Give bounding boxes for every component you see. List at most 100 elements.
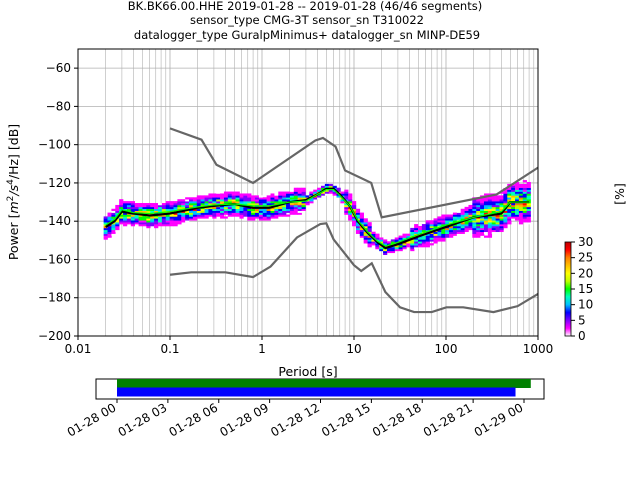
pdf-cell [522,199,527,202]
pdf-cell [130,201,135,204]
pdf-cell [157,204,163,208]
pdf-cell [487,222,493,225]
pdf-cell [499,195,504,198]
pdf-cell [200,199,205,202]
pdf-cell [231,212,236,215]
pdf-cell [421,225,427,229]
pdf-cell [507,222,512,225]
pdf-cell [518,206,524,210]
pdf-cell [196,216,201,219]
pdf-cell [324,191,330,194]
pdf-cell [363,220,368,223]
pdf-cell [223,201,229,204]
pdf-cell [495,218,500,221]
pdf-cell [297,212,302,215]
pdf-cell [429,237,434,240]
pdf-cell [200,212,205,215]
pdf-cell [468,204,473,208]
pdf-cell [282,201,287,204]
pdf-cell [270,203,275,206]
pdf-cell [146,220,151,223]
pdf-cell [227,210,233,213]
pdf-cell [476,233,481,236]
pdf-cell [251,210,256,213]
pdf-cell [262,216,267,219]
pdf-cell [231,204,236,208]
pdf-cell [410,243,415,246]
pdf-cell [328,183,333,187]
pdf-cell [289,204,295,208]
pdf-cell [526,195,531,198]
pdf-cell [262,218,267,221]
colorbar-tick-label: 25 [578,251,593,265]
pdf-cell [456,225,461,229]
colorbar-tick-label: 15 [578,282,593,296]
pdf-cell [309,191,314,194]
y-tick-label: −100 [38,138,71,152]
pdf-cell [142,204,147,208]
pdf-cell [495,206,500,210]
pdf-cell [157,206,163,210]
pdf-cell [274,212,279,215]
pdf-cell [185,220,190,223]
pdf-cell [212,212,217,215]
pdf-cell [468,220,473,223]
pdf-cell [286,208,291,211]
pdf-cell [355,231,361,234]
pdf-cell [142,222,147,225]
pdf-cell [282,212,287,215]
pdf-cell [216,201,221,204]
pdf-cell [526,218,531,221]
pdf-cell [185,201,190,204]
colorbar-tick-label: 10 [578,298,593,312]
pdf-cell [181,220,186,223]
pdf-cell [126,203,132,206]
pdf-cell [483,210,489,213]
pdf-cell [138,218,143,221]
pdf-cell [487,218,493,221]
pdf-cell [487,231,493,234]
pdf-cell [146,208,151,211]
pdf-cell [200,216,205,219]
pdf-cell [103,231,108,234]
pdf-cell [270,193,275,196]
pdf-cell [247,210,252,213]
pdf-cell [297,204,302,208]
pdf-cell [402,243,407,246]
pdf-cell [445,229,450,233]
pdf-cell [200,203,205,206]
pdf-cell [441,233,446,236]
pdf-cell [150,216,155,219]
pdf-cell [185,197,190,200]
pdf-cell [363,241,368,244]
pdf-cell [220,199,225,202]
pdf-cell [472,206,477,210]
pdf-cell [355,214,361,217]
pdf-cell [522,212,527,215]
pdf-cell [115,222,120,225]
pdf-cell [282,210,287,213]
pdf-cell [518,183,524,187]
pdf-cell [515,195,520,198]
pdf-cell [286,195,291,198]
pdf-cell [216,206,221,210]
pdf-cell [317,197,322,200]
pdf-cell [119,206,124,210]
pdf-cell [476,208,481,211]
pdf-cell [270,201,275,204]
pdf-cell [433,235,438,238]
pdf-cell [425,239,430,242]
pdf-cell [421,243,427,246]
pdf-cell [483,222,489,225]
pdf-cell [297,195,302,198]
pdf-cell [499,201,504,204]
pdf-cell [297,189,302,192]
pdf-cell [522,187,527,190]
pdf-cell [398,247,403,250]
pdf-cell [518,220,524,223]
pdf-cell [480,231,485,234]
pdf-cell [464,220,469,223]
pdf-cell [375,247,380,250]
pdf-cell [196,204,201,208]
